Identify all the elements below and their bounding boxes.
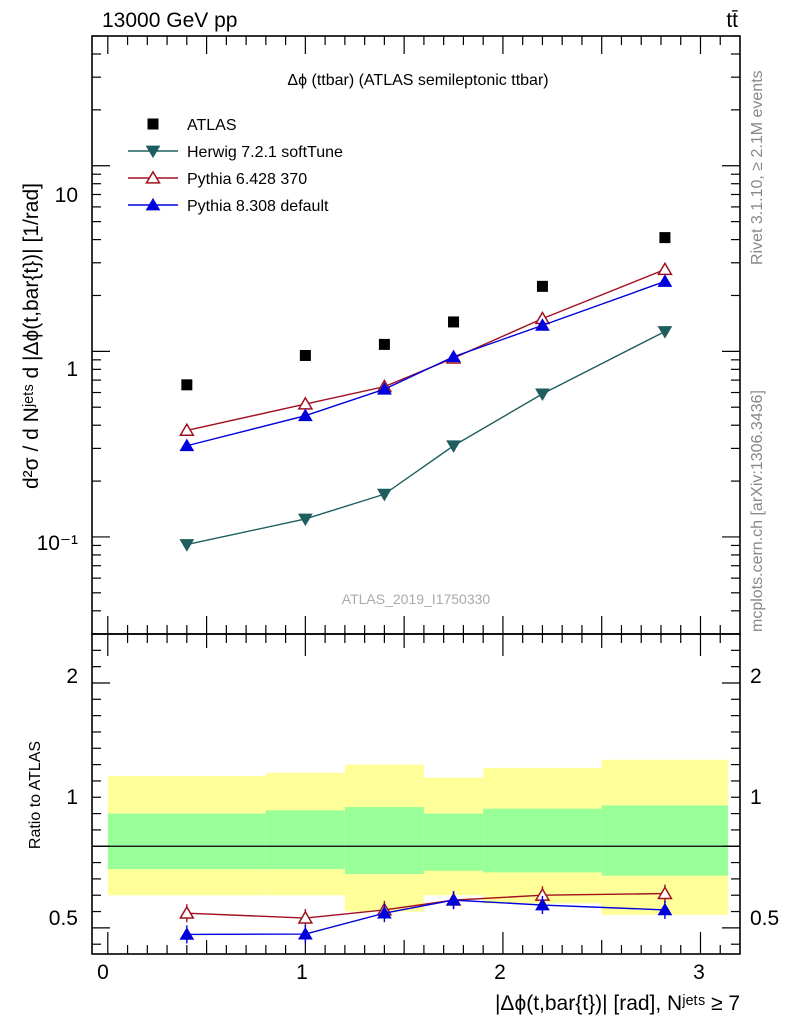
x-tick-label-1: 1 <box>296 961 308 984</box>
data-point-0-2 <box>378 338 390 350</box>
ratio-y-tick-label-right-1: 1 <box>750 786 762 809</box>
legend-entry-3: Pythia 8.308 default <box>128 197 329 215</box>
x-tick-label-3: 3 <box>693 961 705 984</box>
data-point-1-4 <box>535 388 550 402</box>
ratio-point-1-1 <box>297 926 313 940</box>
ratio-y-tick-label-right-2: 2 <box>750 665 762 688</box>
data-point-2-0 <box>179 422 195 437</box>
legend-label-3: Pythia 8.308 default <box>187 198 329 215</box>
data-point-0-3 <box>448 316 460 328</box>
ratio-y-tick-label-2: 2 <box>66 665 78 688</box>
data-point-0-5 <box>659 232 671 244</box>
y-tick-label-0p1: 10⁻¹ <box>37 532 78 555</box>
ratio-y-tick-label-1: 1 <box>66 786 78 809</box>
legend-label-0: ATLAS <box>187 117 237 134</box>
data-point-0-0 <box>181 379 193 391</box>
data-point-3-3 <box>446 349 461 363</box>
data-point-1-2 <box>377 488 392 502</box>
series-1 <box>179 326 673 552</box>
y-tick-label-10: 10 <box>55 184 78 207</box>
ratio-point-0-0 <box>179 905 195 919</box>
ratio-line-1 <box>186 899 665 936</box>
data-point-1-1 <box>297 513 313 527</box>
ratio-point-0-1 <box>297 910 314 924</box>
data-point-1-3 <box>446 440 461 453</box>
legend-marker-2 <box>145 170 161 184</box>
legend-entry-0: ATLAS <box>147 117 237 134</box>
legend: ATLAS Herwig 7.2.1 softTune Pythia 6.428 3… <box>128 117 343 215</box>
main-panel: 10⁻¹ 1 10 Δϕ (ttbar) (ATLAS semileptonic… <box>20 35 741 635</box>
ratio-point-1-2 <box>377 906 392 919</box>
data-point-1-5 <box>657 326 673 339</box>
ratio-axis-ticks <box>92 634 740 954</box>
ratio-y-axis-label: Ratio to ATLAS <box>27 741 44 849</box>
green-band-3 <box>423 813 484 871</box>
y-tick-label-1: 1 <box>66 358 78 381</box>
data-point-3-2 <box>377 382 392 395</box>
x-axis-label: |Δϕ(t,bar{t})| [rad], Nʲᵉᵗˢ ≥ 7 <box>495 992 740 1015</box>
data-point-0-4 <box>536 280 548 292</box>
legend-label-1: Herwig 7.2.1 softTune <box>187 144 343 161</box>
data-point-3-5 <box>657 274 673 287</box>
ratio-point-1-4 <box>535 897 550 911</box>
data-point-1-0 <box>179 539 195 552</box>
legend-marker-3 <box>145 197 161 211</box>
chart-title: Δϕ (ttbar) (ATLAS semileptonic ttbar) <box>287 72 548 89</box>
data-point-2-5 <box>657 261 673 276</box>
mcplots-label: mcplots.cern.ch [arXiv:1306.3436] <box>749 390 766 632</box>
ratio-point-0-5 <box>657 885 673 900</box>
legend-entry-1: Herwig 7.2.1 softTune <box>128 144 343 161</box>
green-band-1 <box>265 810 345 870</box>
ratio-plot-frame <box>91 633 741 955</box>
legend-marker-0 <box>147 118 159 130</box>
analysis-watermark: ATLAS_2019_I1750330 <box>342 591 491 607</box>
ratio-series <box>179 884 673 944</box>
green-band-4 <box>483 808 602 873</box>
main-axis-ticks <box>92 35 740 635</box>
main-series <box>179 232 673 552</box>
process-label: tt̄ <box>726 9 738 32</box>
energy-label: 13000 GeV pp <box>102 9 237 32</box>
ratio-y-tick-label-0p5: 0.5 <box>49 907 78 930</box>
main-y-axis-label: d²σ / d Nʲᵉᵗˢ d |Δϕ(t,bar{t})| [1/rad] <box>20 183 43 489</box>
green-band-0 <box>107 813 266 870</box>
legend-entry-2: Pythia 6.428 370 <box>128 170 307 188</box>
series-line-2 <box>186 268 666 432</box>
ratio-panel: 0.5 1 2 0.5 1 2 Ratio to ATLAS 0 1 2 3 |… <box>27 633 779 1015</box>
x-tick-label-0: 0 <box>97 961 109 984</box>
ratio-point-1-5 <box>657 902 673 916</box>
green-band-2 <box>344 807 424 874</box>
series-line-1 <box>186 330 666 546</box>
data-point-3-4 <box>535 318 550 331</box>
series-3 <box>179 274 673 452</box>
x-tick-label-2: 2 <box>494 961 506 984</box>
ratio-point-1-0 <box>179 927 195 940</box>
legend-label-2: Pythia 6.428 370 <box>187 171 307 188</box>
rivet-version-label: Rivet 3.1.10, ≥ 2.1M events <box>749 70 766 265</box>
series-0 <box>181 232 671 391</box>
data-point-0-1 <box>299 349 311 361</box>
green-band-5 <box>601 805 729 876</box>
ratio-y-tick-label-right-0p5: 0.5 <box>750 907 779 930</box>
ratio-line-0 <box>186 892 665 919</box>
ratio-uncertainty-bands <box>107 759 729 915</box>
series-2 <box>179 261 673 437</box>
series-line-3 <box>186 280 666 447</box>
data-point-3-1 <box>297 408 313 422</box>
x-tick-labels: 0 1 2 3 <box>97 961 705 984</box>
legend-marker-1 <box>145 145 161 159</box>
ratio-point-1-3 <box>446 892 461 906</box>
ratio-series-1 <box>179 891 673 944</box>
main-y-tick-labels: 10⁻¹ 1 10 <box>37 184 78 555</box>
data-point-3-0 <box>179 438 195 452</box>
